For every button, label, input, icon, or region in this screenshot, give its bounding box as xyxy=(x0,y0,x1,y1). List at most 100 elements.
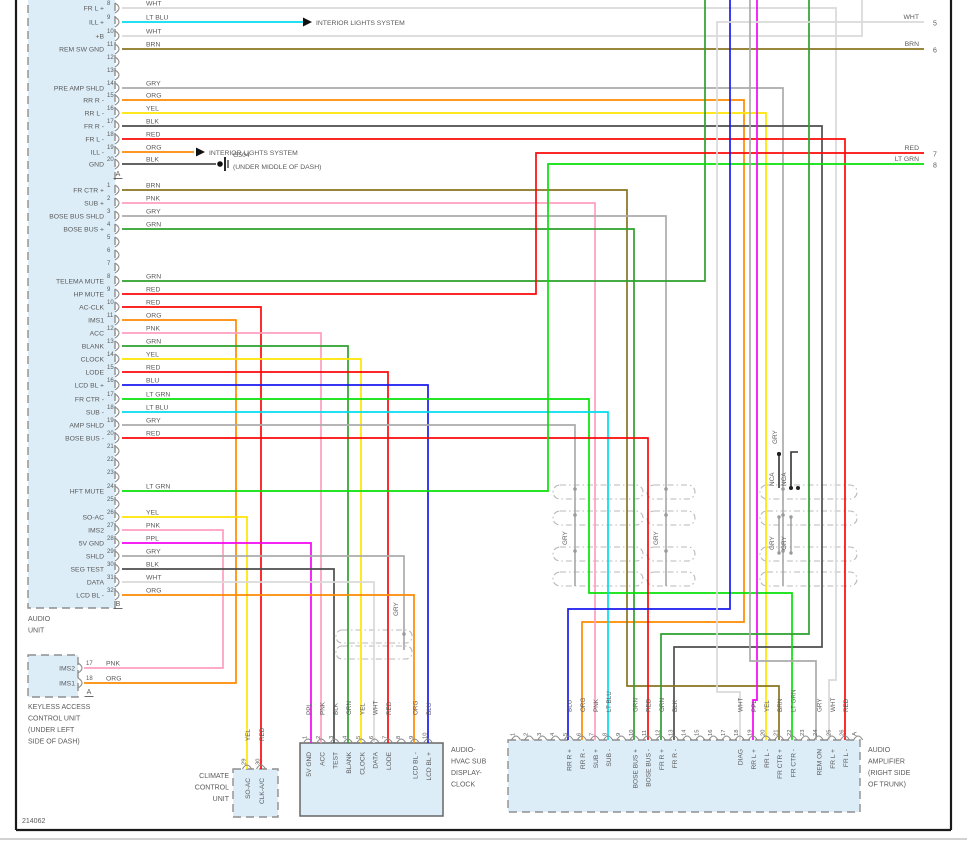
amplifier-label: AMPLIFIER xyxy=(868,759,905,766)
pin-number: 16 xyxy=(107,378,114,384)
shield-drain-dot xyxy=(664,487,668,491)
pin-label: FR L - xyxy=(85,137,104,144)
pin-stub xyxy=(524,735,535,741)
pin-stub xyxy=(695,735,706,741)
edge-ref-color-label: RED xyxy=(905,145,919,152)
pin-stub xyxy=(114,94,120,106)
pin-label: BOSE BUS SHLD xyxy=(49,214,104,221)
wire-color-label: BRN xyxy=(777,698,784,712)
shield-band xyxy=(552,484,644,500)
nca-wire xyxy=(790,451,798,488)
pin-label: LODE xyxy=(85,370,104,377)
keyless-unit-label: SIDE OF DASH) xyxy=(28,739,80,746)
pin-stub xyxy=(396,738,407,744)
wire-color-label: PNK xyxy=(106,661,120,668)
pin-stub xyxy=(114,485,120,497)
pin-stub xyxy=(747,735,758,741)
shield-band xyxy=(646,546,696,562)
pin-label: LODE xyxy=(386,751,393,770)
shield-drain-dot xyxy=(781,487,785,491)
wire-color-label: RED xyxy=(646,698,653,712)
pin-number: 9 xyxy=(616,733,622,736)
pin-label: SO-AC xyxy=(82,515,104,522)
wire-blu xyxy=(122,384,429,743)
wire-color-label: PPL xyxy=(751,700,758,712)
pin-label: BOSE BUS - xyxy=(65,436,104,443)
wire-color-label: LT GRN xyxy=(146,392,170,399)
pin-number: 2 xyxy=(316,736,322,739)
wire-brn xyxy=(122,189,780,740)
pin-label: SEG TEST xyxy=(71,567,105,574)
wire-grn xyxy=(660,0,810,740)
pin-number: 20 xyxy=(761,730,767,736)
pin-label: LCD BL - xyxy=(413,752,420,779)
pin-number: 9 xyxy=(107,15,111,21)
pin-number: 5 xyxy=(563,733,569,736)
wire-color-label: PNK xyxy=(146,196,160,203)
wire-color-label: RED xyxy=(146,132,160,139)
wire-color-label: GRN xyxy=(659,698,666,712)
hvac-display-label: AUDIO- xyxy=(451,747,476,754)
pin-number: 3 xyxy=(537,733,543,736)
pin-stub xyxy=(114,262,120,274)
pin-number: 17 xyxy=(86,661,93,667)
shield-drain-dot xyxy=(777,551,781,555)
keyless-unit-box xyxy=(27,654,79,698)
wire-red xyxy=(122,138,846,740)
pin-number: 19 xyxy=(107,418,114,424)
pin-number: 2 xyxy=(107,196,111,202)
wire-grn xyxy=(122,0,706,282)
pin-stub xyxy=(114,146,120,158)
pin-label: IMS1 xyxy=(59,681,75,688)
pin-number: 17 xyxy=(107,392,114,398)
pin-label: ILL - xyxy=(91,150,104,157)
connector-letter-a: A xyxy=(116,171,121,178)
edge-ref-color-label: WHT xyxy=(904,14,919,21)
pin-number: 10 xyxy=(107,29,114,35)
pin-label: ACC xyxy=(319,752,326,766)
shield-band xyxy=(552,546,644,562)
pin-label: HP MUTE xyxy=(74,292,105,299)
pin-stub xyxy=(356,738,367,744)
nca-dot xyxy=(789,486,793,490)
shield-drain-dot xyxy=(789,551,793,555)
pin-stub xyxy=(242,764,252,770)
pin-number: 18 xyxy=(734,730,740,736)
keyless-unit-label: KEYLESS ACCESS xyxy=(28,704,91,711)
pin-stub xyxy=(114,458,120,470)
pin-number: 20 xyxy=(107,157,114,163)
shield-drain-dot xyxy=(777,515,781,519)
edge-ref-number: 5 xyxy=(933,21,937,28)
shield-drain-dot xyxy=(664,549,668,553)
shield-drain-dot xyxy=(573,487,577,491)
pin-number: 25 xyxy=(826,730,832,736)
pin-number: 17 xyxy=(721,730,727,736)
amplifier-label: OF TRUNK) xyxy=(868,782,906,789)
connector-letter: A xyxy=(852,731,859,736)
pin-label: RR R - xyxy=(83,98,104,105)
pin-number: 21 xyxy=(107,444,114,450)
pin-stub xyxy=(840,735,850,741)
wire-wht xyxy=(716,21,924,740)
shield-gry-label: GRY xyxy=(653,531,660,545)
pin-stub xyxy=(114,249,120,261)
pin-number: 1 xyxy=(511,733,517,736)
pin-label: RR L + xyxy=(751,749,758,770)
pin-number: 6 xyxy=(369,736,375,739)
climate-unit-label: UNIT xyxy=(213,796,230,803)
wire-color-label: BLU xyxy=(567,699,574,712)
wire-yel xyxy=(122,358,362,743)
pin-label: FR CTR + xyxy=(777,749,784,779)
pin-label: CLOCK xyxy=(81,357,105,364)
pin-stub xyxy=(369,738,380,744)
pin-stub xyxy=(853,735,864,741)
pin-stub xyxy=(616,735,627,741)
wire-color-label: LT BLU xyxy=(606,691,613,712)
wire-color-label: BLK xyxy=(146,562,159,569)
pin-number: 12 xyxy=(655,730,661,736)
wire-color-label: PNK xyxy=(319,701,326,715)
nca-dot xyxy=(796,486,800,490)
wire-color-label: BRN xyxy=(146,42,160,49)
pin-label: HFT MUTE xyxy=(70,489,105,496)
